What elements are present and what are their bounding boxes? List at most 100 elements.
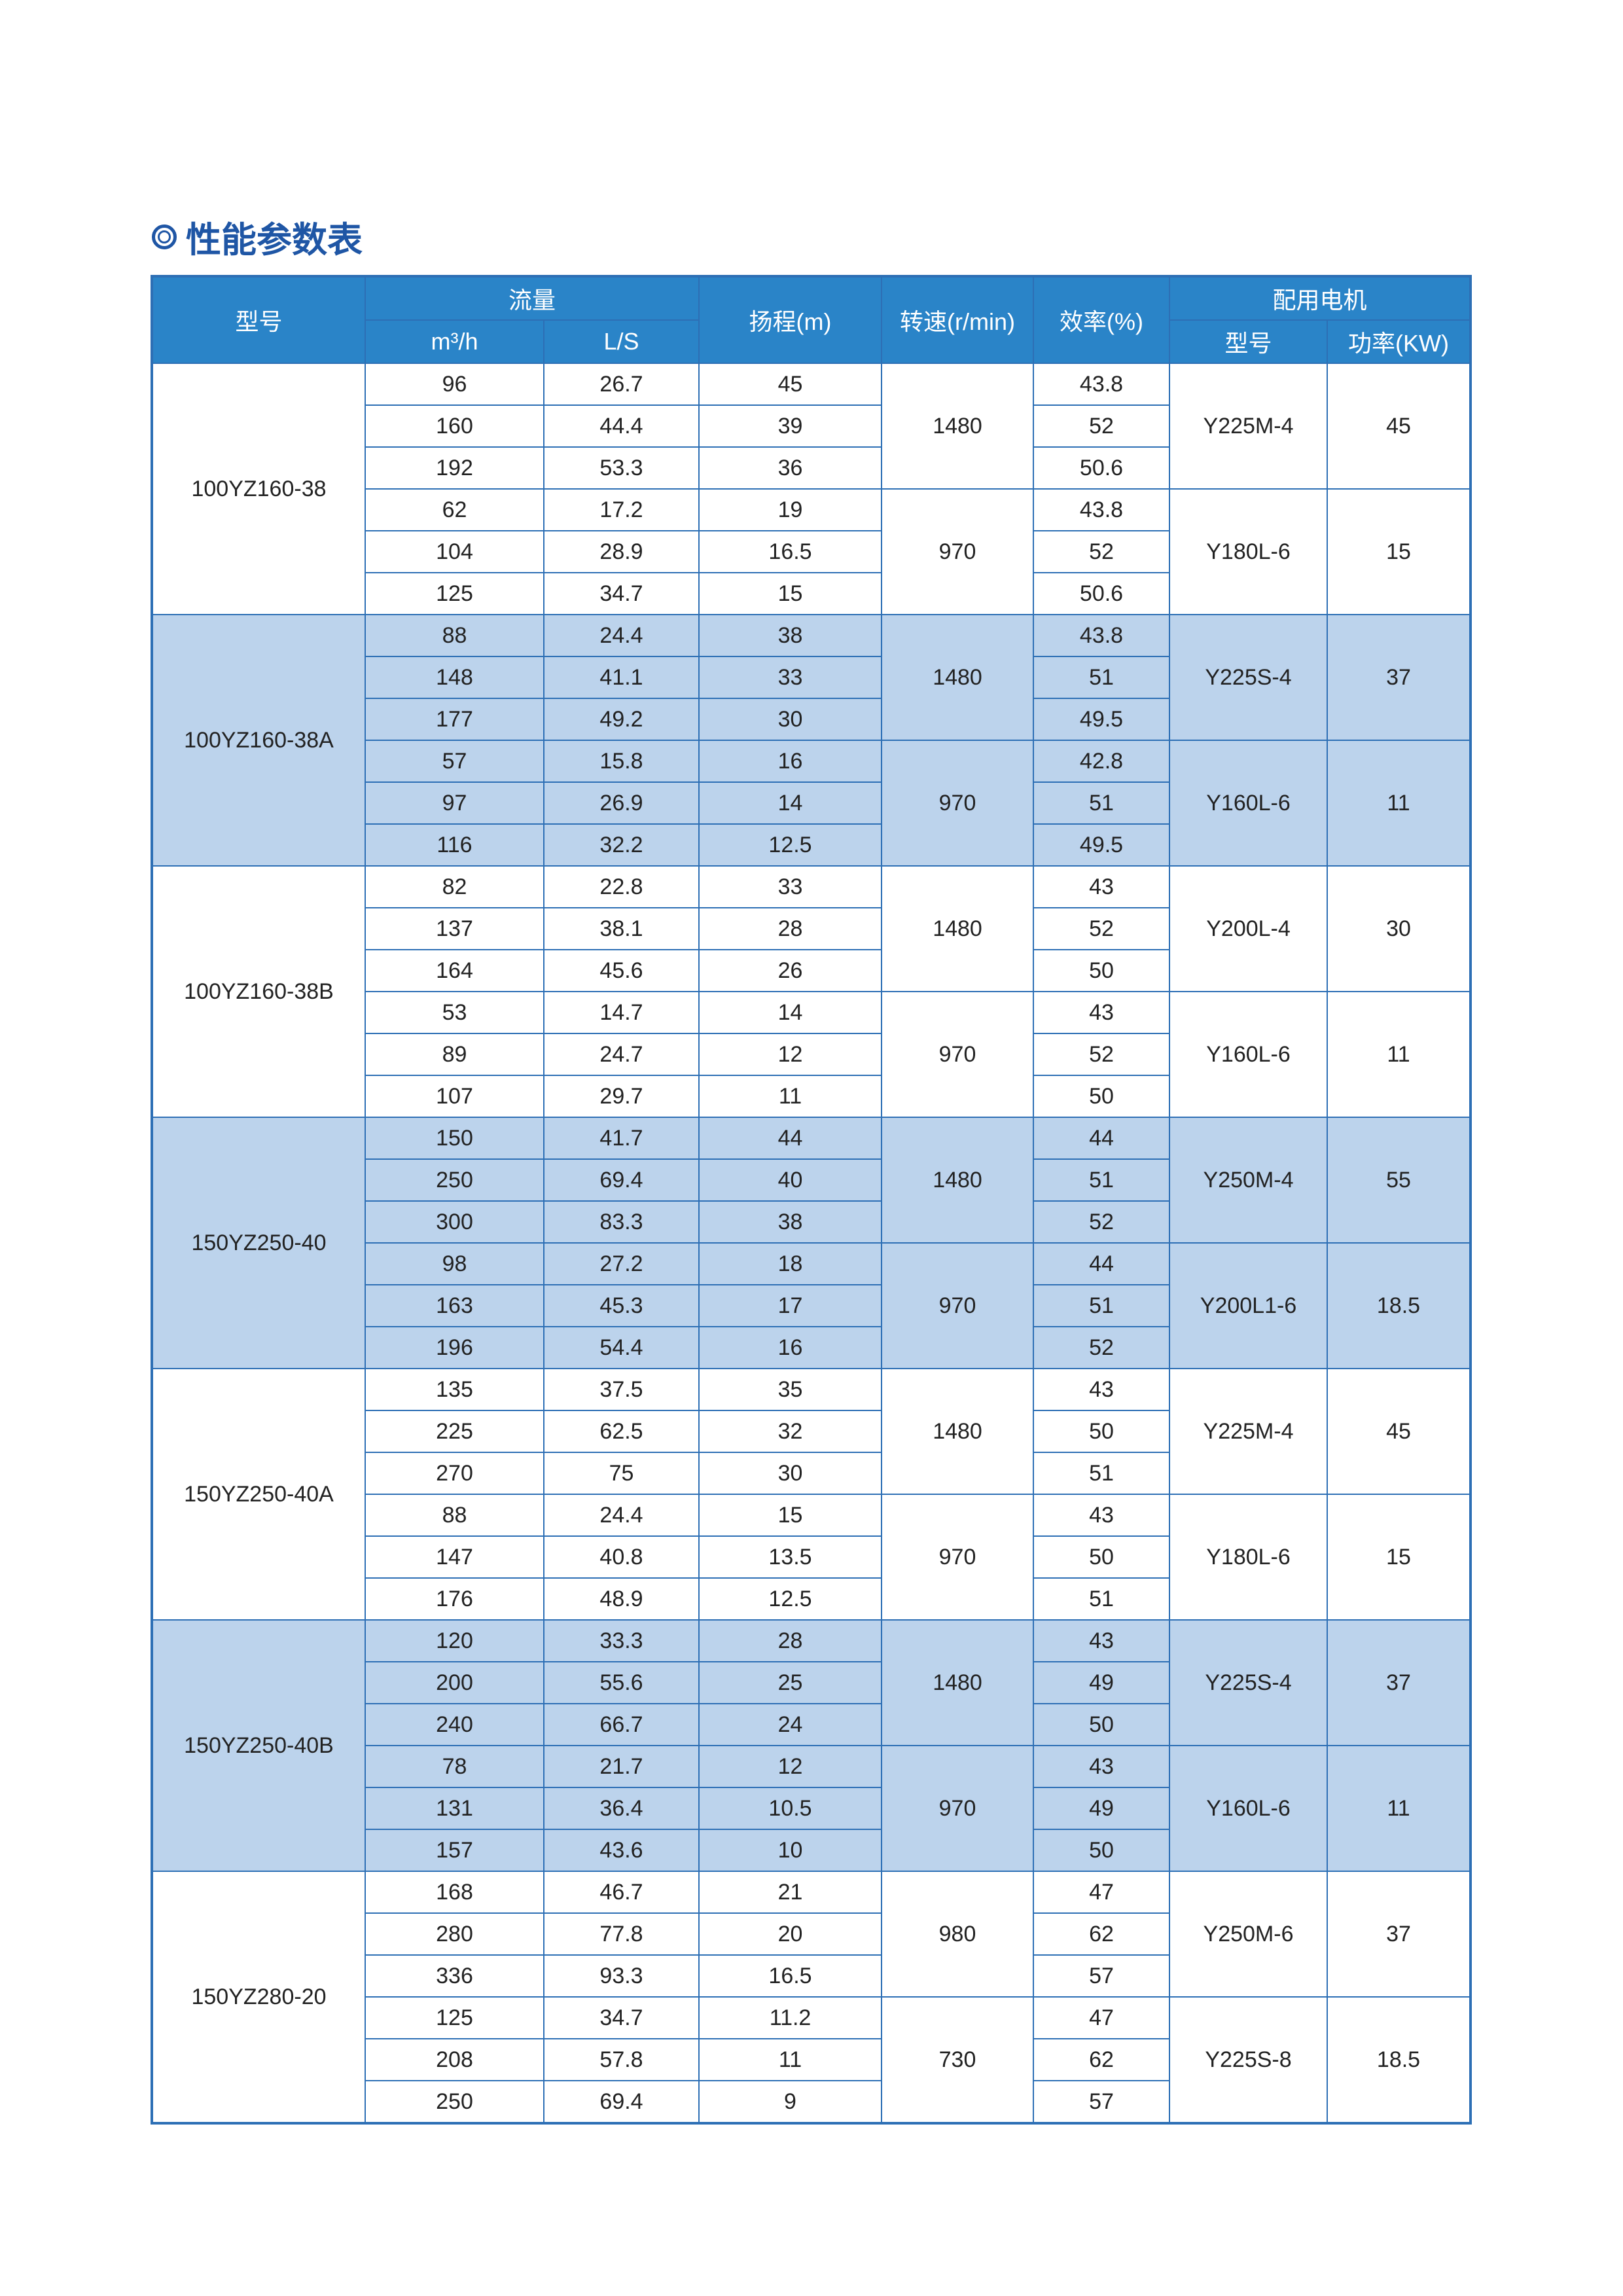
head-cell: 28 — [698, 907, 883, 950]
flow-ls-cell: 36.4 — [543, 1787, 700, 1830]
flow-m3h-cell: 97 — [365, 781, 544, 825]
flow-m3h-cell: 53 — [365, 991, 544, 1034]
speed-cell: 730 — [881, 1996, 1035, 2124]
motor-model-cell: Y225M-4 — [1169, 1368, 1329, 1495]
motor-power-cell: 18.5 — [1327, 1996, 1472, 2124]
speed-cell: 980 — [881, 1871, 1035, 1998]
flow-m3h-cell: 192 — [365, 446, 544, 490]
flow-ls-cell: 21.7 — [543, 1745, 700, 1788]
head-cell: 44 — [698, 1117, 883, 1160]
table-row: 150YZ250-40B 120 33.3 28 1480 43 Y225S-4 37 — [151, 1619, 1472, 1872]
head-cell: 40 — [698, 1158, 883, 1202]
efficiency-cell: 57 — [1033, 1954, 1171, 1998]
flow-m3h-cell: 280 — [365, 1912, 544, 1956]
flow-m3h-cell: 208 — [365, 2038, 544, 2081]
speed-cell: 970 — [881, 488, 1035, 615]
motor-model-cell: Y225S-8 — [1169, 1996, 1329, 2124]
flow-m3h-cell: 270 — [365, 1452, 544, 1495]
table-row: 148 41.1 33 51 — [152, 656, 1471, 699]
head-cell: 15 — [698, 1494, 883, 1537]
flow-ls-cell: 41.1 — [543, 656, 700, 699]
flow-ls-cell: 27.2 — [543, 1242, 700, 1285]
motor-power-cell: 30 — [1327, 865, 1472, 992]
motor-model-cell: Y225S-4 — [1169, 614, 1329, 741]
flow-m3h-cell: 107 — [365, 1075, 544, 1118]
table-row: 150YZ250-40A 135 37.5 35 1480 43 Y225M-4 45 — [151, 1368, 1472, 1621]
flow-ls-cell: 48.9 — [543, 1577, 700, 1621]
efficiency-cell: 51 — [1033, 656, 1171, 699]
flow-m3h-cell: 300 — [365, 1200, 544, 1244]
table-row: 78 21.7 12 970 43 Y160L-6 11 — [152, 1745, 1472, 1872]
flow-ls-cell: 62.5 — [543, 1410, 700, 1453]
pump-model-cell: 100YZ160-38B — [151, 865, 366, 1118]
efficiency-cell: 42.8 — [1033, 740, 1171, 783]
efficiency-cell: 51 — [1033, 1284, 1171, 1327]
flow-ls-cell: 44.4 — [543, 404, 700, 448]
motor-model-cell: Y200L-4 — [1169, 865, 1329, 992]
pump-model-cell: 100YZ160-38 — [151, 363, 366, 615]
table-row: 240 66.7 24 50 — [152, 1703, 1471, 1746]
flow-ls-cell: 34.7 — [543, 572, 700, 615]
head-cell: 16 — [698, 740, 883, 783]
header-flow: 流量 — [364, 276, 700, 321]
motor-model-cell: Y225S-4 — [1169, 1619, 1329, 1746]
head-cell: 16 — [698, 1326, 883, 1369]
flow-m3h-cell: 148 — [365, 656, 544, 699]
flow-ls-cell: 43.6 — [543, 1829, 700, 1872]
head-cell: 16.5 — [698, 530, 883, 573]
speed-cell: 1480 — [881, 1117, 1035, 1244]
efficiency-cell: 49 — [1033, 1787, 1171, 1830]
head-cell: 32 — [698, 1410, 883, 1453]
table-row: 336 93.3 16.5 57 — [152, 1954, 1471, 1998]
motor-power-cell: 11 — [1327, 1745, 1472, 1872]
table-row: 150YZ280-20 168 46.7 21 980 47 Y250M-6 37 — [151, 1871, 1472, 2124]
head-cell: 10.5 — [698, 1787, 883, 1830]
flow-m3h-cell: 157 — [365, 1829, 544, 1872]
efficiency-cell: 52 — [1033, 1326, 1171, 1369]
head-cell: 30 — [698, 698, 883, 741]
head-cell: 12 — [698, 1745, 883, 1788]
table-row: 116 32.2 12.5 49.5 — [152, 823, 1471, 867]
motor-power-cell: 37 — [1327, 1871, 1472, 1998]
flow-ls-cell: 83.3 — [543, 1200, 700, 1244]
efficiency-cell: 43 — [1033, 1745, 1171, 1788]
table-row: 98 27.2 18 970 44 Y200L1-6 18.5 — [152, 1242, 1472, 1369]
head-cell: 15 — [698, 572, 883, 615]
performance-table: 型号 流量 扬程(m) 转速(r/min) 效率(%) 配用电机 m³/h L/… — [151, 275, 1472, 2125]
table-row: 250 69.4 9 57 — [152, 2080, 1471, 2124]
motor-power-cell: 37 — [1327, 614, 1472, 741]
header-head: 扬程(m) — [698, 276, 883, 364]
flow-m3h-cell: 82 — [365, 865, 544, 908]
efficiency-cell: 51 — [1033, 1452, 1171, 1495]
head-cell: 13.5 — [698, 1535, 883, 1579]
efficiency-cell: 43 — [1033, 991, 1171, 1034]
flow-m3h-cell: 96 — [365, 363, 544, 406]
flow-m3h-cell: 177 — [365, 698, 544, 741]
motor-power-cell: 45 — [1327, 363, 1472, 490]
head-cell: 38 — [698, 614, 883, 657]
head-cell: 33 — [698, 865, 883, 908]
efficiency-cell: 51 — [1033, 1577, 1171, 1621]
flow-ls-cell: 22.8 — [543, 865, 700, 908]
flow-ls-cell: 49.2 — [543, 698, 700, 741]
table-row: 53 14.7 14 970 43 Y160L-6 11 — [152, 991, 1472, 1118]
table-row: 107 29.7 11 50 — [152, 1075, 1471, 1118]
flow-ls-cell: 41.7 — [543, 1117, 700, 1160]
flow-ls-cell: 24.4 — [543, 614, 700, 657]
pump-model-cell: 150YZ250-40 — [151, 1117, 366, 1369]
table-row: 200 55.6 25 49 — [152, 1661, 1471, 1704]
flow-m3h-cell: 225 — [365, 1410, 544, 1453]
table-row: 125 34.7 11.2 730 47 Y225S-8 18.5 — [152, 1996, 1472, 2124]
flow-m3h-cell: 120 — [365, 1619, 544, 1662]
head-cell: 12.5 — [698, 823, 883, 867]
flow-m3h-cell: 147 — [365, 1535, 544, 1579]
flow-m3h-cell: 88 — [365, 614, 544, 657]
head-cell: 12 — [698, 1033, 883, 1076]
flow-ls-cell: 53.3 — [543, 446, 700, 490]
flow-m3h-cell: 125 — [365, 572, 544, 615]
flow-ls-cell: 14.7 — [543, 991, 700, 1034]
efficiency-cell: 50 — [1033, 1535, 1171, 1579]
speed-cell: 1480 — [881, 865, 1035, 992]
speed-cell: 1480 — [881, 1368, 1035, 1495]
table-row: 150YZ250-40 150 41.7 44 1480 44 Y250M-4 55 — [151, 1117, 1472, 1369]
